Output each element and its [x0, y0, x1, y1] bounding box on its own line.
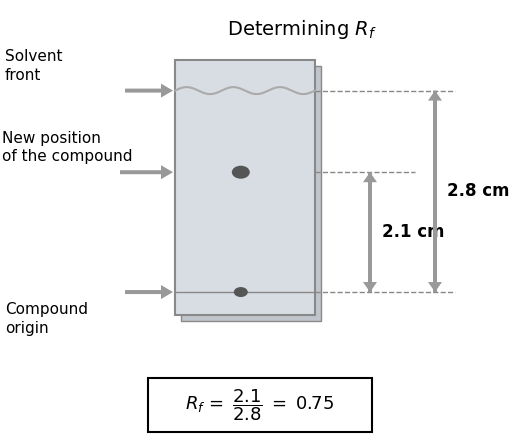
FancyArrow shape	[120, 165, 173, 179]
Ellipse shape	[234, 287, 248, 297]
FancyArrow shape	[428, 91, 442, 292]
FancyArrow shape	[125, 84, 173, 97]
FancyArrow shape	[363, 172, 377, 292]
FancyArrow shape	[428, 91, 442, 292]
Text: New position
of the compound: New position of the compound	[2, 130, 132, 164]
Bar	[175, 60, 315, 315]
Bar	[181, 66, 321, 321]
Text: Solvent
front: Solvent front	[5, 49, 63, 83]
Text: Compound
origin: Compound origin	[5, 302, 88, 336]
Text: Determining $R_f$: Determining $R_f$	[227, 18, 377, 41]
Text: 2.1 cm: 2.1 cm	[382, 223, 444, 241]
Ellipse shape	[232, 166, 250, 179]
FancyArrow shape	[363, 172, 377, 292]
Text: 2.8 cm: 2.8 cm	[447, 182, 510, 200]
FancyArrow shape	[125, 285, 173, 299]
FancyBboxPatch shape	[148, 378, 372, 432]
Text: $R_f\,=\;\dfrac{2.1}{2.8}\;=\;0.75$: $R_f\,=\;\dfrac{2.1}{2.8}\;=\;0.75$	[185, 387, 334, 423]
